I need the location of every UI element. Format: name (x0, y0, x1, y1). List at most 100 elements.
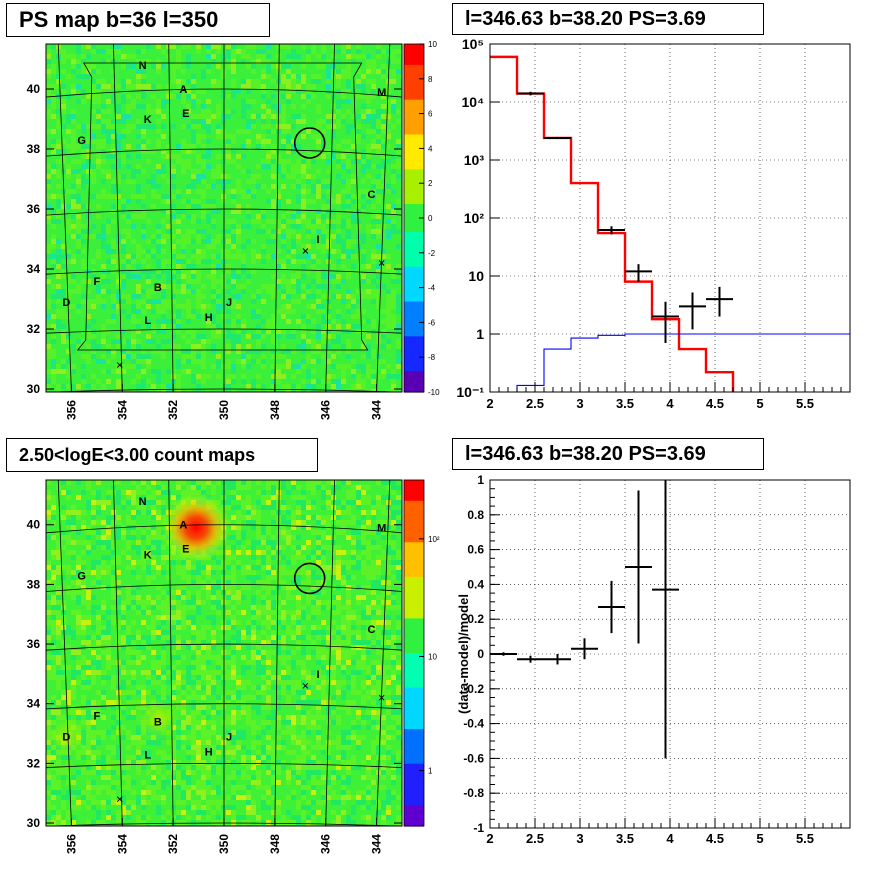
map-pixel (261, 144, 266, 149)
map-pixel (181, 254, 186, 259)
map-pixel (61, 89, 66, 94)
map-pixel (201, 239, 206, 244)
map-pixel (81, 129, 86, 134)
map-pixel (76, 124, 81, 129)
map-pixel (321, 44, 326, 49)
map-pixel (346, 59, 351, 64)
map-pixel (301, 229, 306, 234)
map-pixel (261, 269, 266, 274)
map-pixel (386, 44, 391, 49)
map-pixel (166, 249, 171, 254)
map-pixel (396, 364, 401, 369)
map-pixel (91, 54, 96, 59)
map-pixel (141, 169, 146, 174)
map-pixel (326, 49, 331, 54)
map-pixel (286, 124, 291, 129)
map-pixel (186, 219, 191, 224)
map-pixel (336, 249, 341, 254)
map-pixel (181, 84, 186, 89)
map-pixel (286, 289, 291, 294)
map-pixel (241, 134, 246, 139)
map-pixel (291, 264, 296, 269)
map-pixel (376, 249, 381, 254)
map-pixel (341, 119, 346, 124)
map-pixel (326, 254, 331, 259)
map-pixel (241, 259, 246, 264)
map-pixel (246, 309, 251, 314)
map-pixel (311, 304, 316, 309)
map-pixel (116, 269, 121, 274)
map-pixel (271, 269, 276, 274)
map-pixel (166, 134, 171, 139)
map-pixel (176, 329, 181, 334)
map-pixel (346, 169, 351, 174)
map-pixel (146, 224, 151, 229)
map-pixel (56, 134, 61, 139)
map-pixel (191, 144, 196, 149)
map-pixel (396, 284, 401, 289)
map-pixel (281, 164, 286, 169)
map-pixel (301, 339, 306, 344)
map-pixel (216, 339, 221, 344)
map-pixel (146, 314, 151, 319)
map-pixel (271, 329, 276, 334)
map-pixel (266, 319, 271, 324)
map-pixel (151, 259, 156, 264)
map-pixel (56, 174, 61, 179)
map-pixel (46, 269, 51, 274)
map-pixel (46, 389, 51, 392)
map-pixel (336, 149, 341, 154)
map-pixel (111, 214, 116, 219)
map-pixel (361, 204, 366, 209)
map-pixel (76, 99, 81, 104)
map-pixel (161, 59, 166, 64)
map-pixel (116, 319, 121, 324)
map-pixel (71, 54, 76, 59)
map-pixel (161, 44, 166, 49)
map-pixel (286, 89, 291, 94)
map-pixel (136, 134, 141, 139)
map-pixel (131, 194, 136, 199)
map-pixel (296, 129, 301, 134)
map-pixel (106, 369, 111, 374)
map-pixel (281, 349, 286, 354)
map-pixel (51, 54, 56, 59)
map-pixel (311, 84, 316, 89)
map-pixel (331, 334, 336, 339)
map-pixel (96, 64, 101, 69)
map-pixel (196, 314, 201, 319)
map-pixel (286, 149, 291, 154)
map-pixel (126, 124, 131, 129)
map-pixel (141, 289, 146, 294)
map-pixel (126, 194, 131, 199)
map-pixel (101, 129, 106, 134)
map-pixel (306, 234, 311, 239)
map-pixel (271, 284, 276, 289)
map-pixel (71, 249, 76, 254)
map-pixel (141, 199, 146, 204)
map-pixel (96, 344, 101, 349)
map-pixel (216, 384, 221, 389)
map-pixel (81, 59, 86, 64)
map-pixel (281, 184, 286, 189)
map-pixel (341, 379, 346, 384)
map-pixel (111, 284, 116, 289)
map-pixel (196, 289, 201, 294)
map-pixel (216, 139, 221, 144)
map-pixel (241, 279, 246, 284)
map-pixel (111, 134, 116, 139)
map-pixel (111, 179, 116, 184)
map-pixel (281, 124, 286, 129)
map-pixel (251, 294, 256, 299)
map-pixel (96, 69, 101, 74)
map-pixel (336, 354, 341, 359)
map-pixel (196, 89, 201, 94)
map-pixel (281, 69, 286, 74)
map-pixel (366, 244, 371, 249)
map-pixel (86, 154, 91, 159)
map-pixel (181, 214, 186, 219)
map-pixel (396, 289, 401, 294)
map-pixel (161, 389, 166, 392)
map-pixel (161, 259, 166, 264)
map-pixel (101, 109, 106, 114)
